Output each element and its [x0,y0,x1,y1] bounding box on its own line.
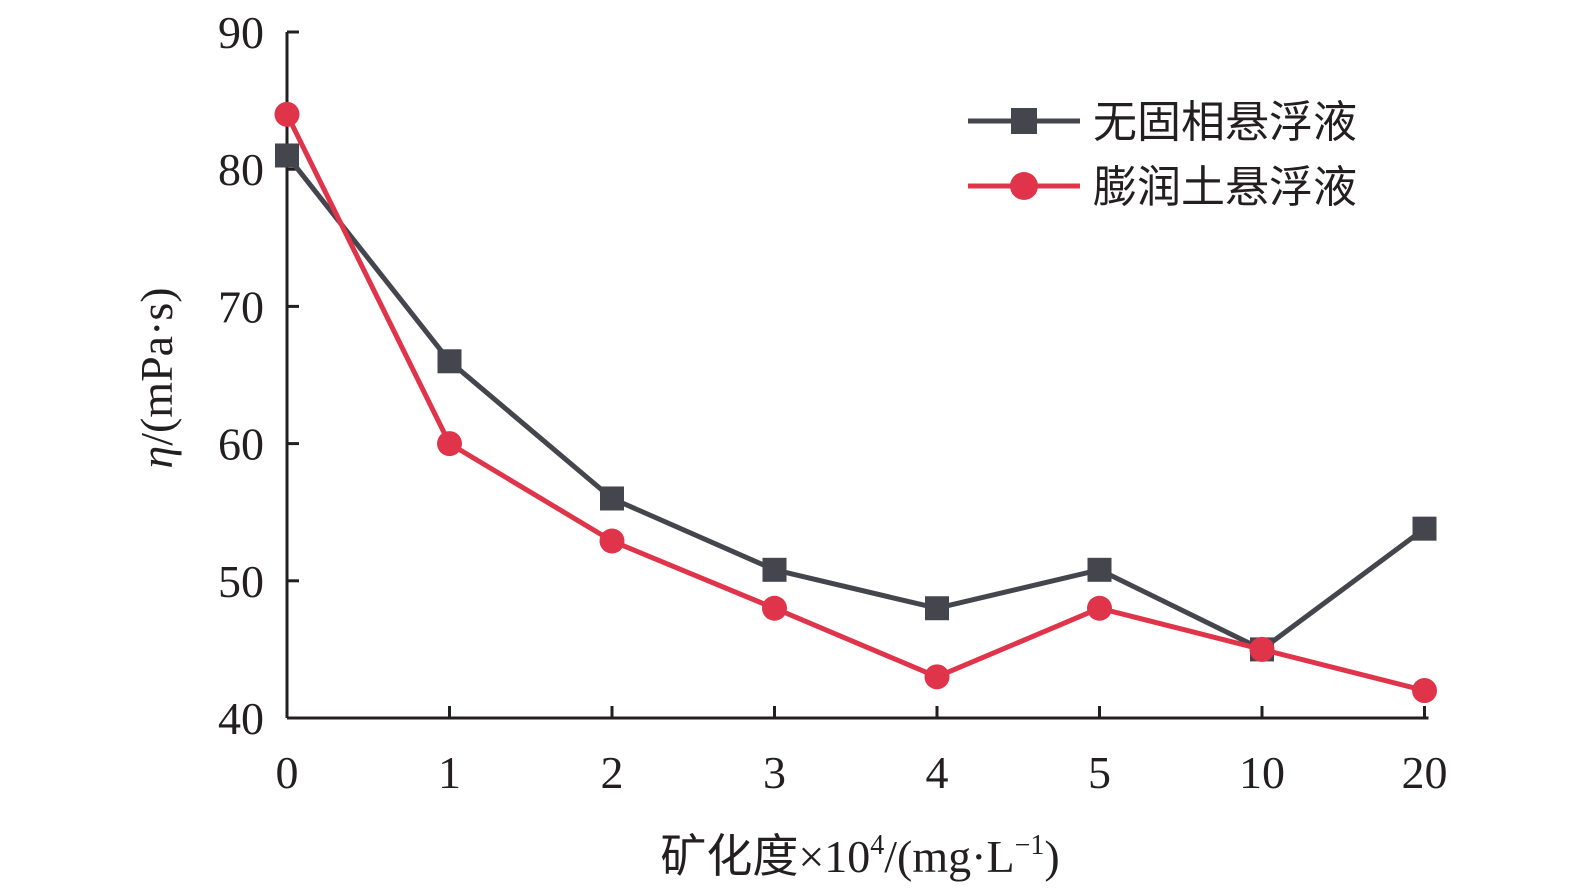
square-point [762,557,787,582]
x-tick-label: 4 [926,747,949,798]
circle-point [924,664,950,690]
circle-point [1249,636,1275,662]
legend: 无固相悬浮液 膨润土悬浮液 [968,98,1357,212]
x-tick-label: 1 [438,747,461,798]
legend-label-2: 膨润土悬浮液 [1093,163,1357,212]
series-2 [274,101,1437,704]
x-axis-title-end: ) [1044,831,1059,882]
series-line-1 [285,153,1426,652]
square-point [275,143,299,168]
series-1 [275,143,1437,662]
y-axis-symbol: η [131,446,182,469]
y-tick-label: 90 [218,7,264,58]
x-tick-label: 2 [601,747,624,798]
legend-square-marker [1011,108,1037,134]
circle-point [1412,678,1437,704]
x-axis-title: 矿化度×104/(mg·L−1) [660,830,1059,882]
x-axis-title-sup1: 4 [870,830,884,861]
y-tick-label: 40 [218,693,264,744]
square-point [1087,557,1112,582]
data-series [274,101,1437,704]
x-axis-title-main: 矿化度×10 [660,831,870,882]
y-axis-ticks: 40 50 60 70 80 90 [218,7,299,744]
circle-point [762,595,787,621]
y-axis-unit: /(mPa·s) [131,287,182,445]
x-tick-label: 0 [276,747,299,798]
x-tick-label: 3 [763,747,786,798]
square-point [600,486,624,511]
legend-item-2: 膨润土悬浮液 [968,163,1357,212]
x-axis-title-mid: /(mg·L [884,831,1014,882]
y-tick-label: 80 [218,144,264,195]
x-axis-ticks: 0 1 2 3 4 5 10 20 [276,706,1448,798]
circle-point [599,528,625,554]
circle-point [1087,595,1112,621]
legend-circle-marker [1010,172,1038,200]
square-point [925,596,949,621]
y-tick-label: 50 [218,556,264,607]
x-tick-label: 20 [1402,747,1448,798]
y-tick-label: 70 [218,281,264,332]
legend-label-1: 无固相悬浮液 [1093,98,1357,147]
series-line-2 [284,113,1426,693]
x-tick-label: 10 [1239,747,1285,798]
x-axis-title-sup2: −1 [1015,830,1045,861]
square-point [437,349,462,374]
x-tick-label: 5 [1088,747,1111,798]
y-tick-label: 60 [218,419,264,470]
square-point [1412,516,1437,541]
circle-point [437,431,462,457]
legend-item-1: 无固相悬浮液 [968,98,1357,147]
y-axis-title: η/(mPa·s) [131,287,182,468]
circle-point [274,101,300,127]
